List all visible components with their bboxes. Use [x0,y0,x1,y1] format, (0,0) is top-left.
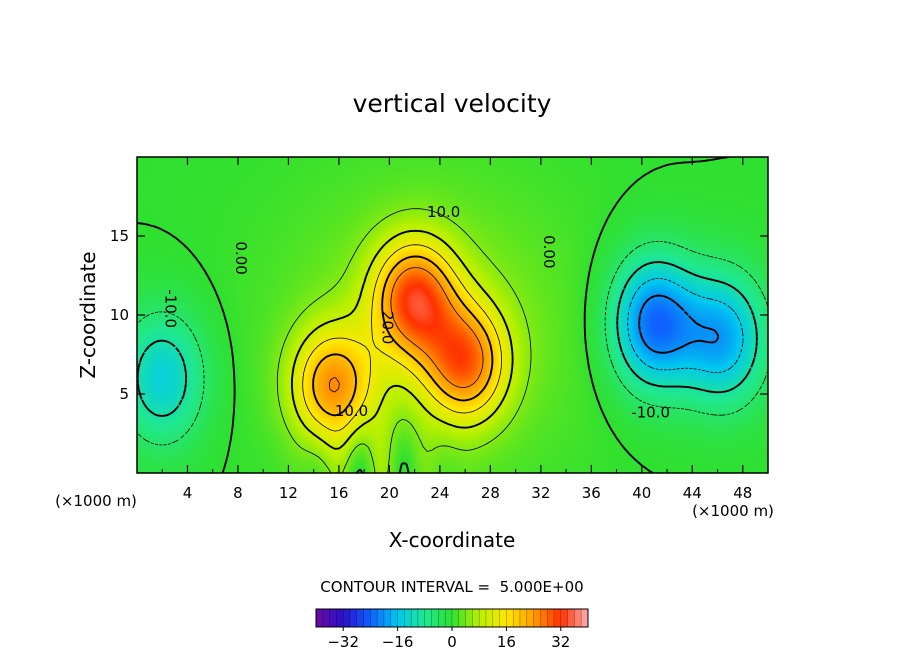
colorbar-segment [356,608,364,628]
x-tick-label: 28 [481,484,500,502]
contour-label: 10.0 [335,402,368,420]
colorbar-tick-label: −16 [382,633,414,651]
colorbar-segment [567,608,575,628]
contour-field [137,157,768,473]
colorbar-segment [472,608,480,628]
colorbar-segment [315,608,324,628]
colorbar-segment [553,608,562,628]
colorbar-segment [342,608,351,628]
colorbar-segment [560,608,568,628]
y-tick-label: 10 [110,306,129,324]
contour-line-10 [290,229,514,450]
contour-line-25 [328,267,484,393]
contour-label: 10.0 [427,203,460,221]
contour-label: -10.0 [161,289,179,328]
colorbar-segment [499,608,507,628]
chart-title: vertical velocity [353,89,552,118]
colorbar-segment [519,608,528,628]
contour-label: -10.0 [631,403,670,421]
colorbar-segment [574,608,582,628]
x-tick-label: 40 [632,484,651,502]
colorbar-segment [492,608,500,628]
colorbar-segment [512,608,521,628]
x-tick-label: 4 [183,484,193,502]
colorbar-ticks: −32 −16 0 16 32 [315,608,589,651]
contour-line-15 [302,244,502,432]
colorbar-segment [336,608,344,628]
colorbar-segment [417,608,426,628]
x-tick-label: 12 [279,484,298,502]
colorbar-segment [485,608,494,628]
x-tick-label: 20 [380,484,399,502]
colorbar-segment [438,608,446,628]
colorbar-tick-label: 0 [447,633,457,651]
contour-line-20 [312,255,494,417]
colorbar-segment [376,608,385,628]
colorbar-segment [580,608,589,628]
colorbar-segment [363,608,371,628]
contour-labels: 10.0 20.0 10.0 0.00 0.00 -10.0 -10.0 [161,203,670,422]
colorbar-segment [540,608,548,628]
x-axis: 4 8 12 16 20 24 28 32 36 40 44 48 [161,157,752,502]
y-axis-label: Z-coordinate [76,251,100,378]
colorbar-segment [404,608,412,628]
x-tick-label: 44 [683,484,702,502]
x-axis-label: X-coordinate [389,528,516,552]
colorbar-segment [390,608,398,628]
x-tick-label: 8 [233,484,243,502]
colorbar-segment [465,608,473,628]
colorbar-tick-label: 16 [497,633,516,651]
colorbar-segment [451,608,460,628]
colorbar-segment [546,608,555,628]
colorbar-tick-label: −32 [327,633,359,651]
y-tick-label: 15 [110,227,129,245]
colorbar-segment [506,608,514,628]
x-tick-label: 48 [733,484,752,502]
colorbar-segment [329,608,337,628]
y-tick-label: 5 [119,385,129,403]
colorbar-segment [444,608,453,628]
colorbar-segment [478,608,487,628]
contour-line-5 [276,208,532,473]
colorbar-segment [533,608,541,628]
contour-label: 0.00 [540,235,558,268]
x-tick-label: 36 [582,484,601,502]
contour-line-neg15 [627,278,744,373]
colorbar-segment [424,608,432,628]
contour-line-neg5 [137,241,768,446]
contour-label: 20.0 [378,311,396,344]
y-axis: 5 10 15 [110,227,768,403]
contour-label: 0.00 [232,241,250,274]
contour-line-neg20 [638,294,720,354]
colorbar-segment [526,608,534,628]
colorbar-frame [315,608,589,628]
x-unit-label-left: (×1000 m) [55,492,137,510]
colorbar-segment [383,608,392,628]
colorbar-tick-label: 32 [551,633,570,651]
x-tick-label: 16 [329,484,348,502]
colorbar-segment [458,608,466,628]
colorbar-segment [431,608,439,628]
colorbar-segment [410,608,419,628]
x-unit-label-right: (×1000 m) [692,502,774,520]
x-tick-label: 32 [531,484,550,502]
colorbar-segments [315,608,589,628]
colorbar-segment [370,608,378,628]
x-tick-label: 24 [430,484,449,502]
contour-line-0 [137,157,729,473]
colorbar-segment [349,608,358,628]
colorbar-segment [397,608,405,628]
contour-interval-text: CONTOUR INTERVAL = 5.000E+00 [320,578,583,596]
colorbar-segment [322,608,330,628]
